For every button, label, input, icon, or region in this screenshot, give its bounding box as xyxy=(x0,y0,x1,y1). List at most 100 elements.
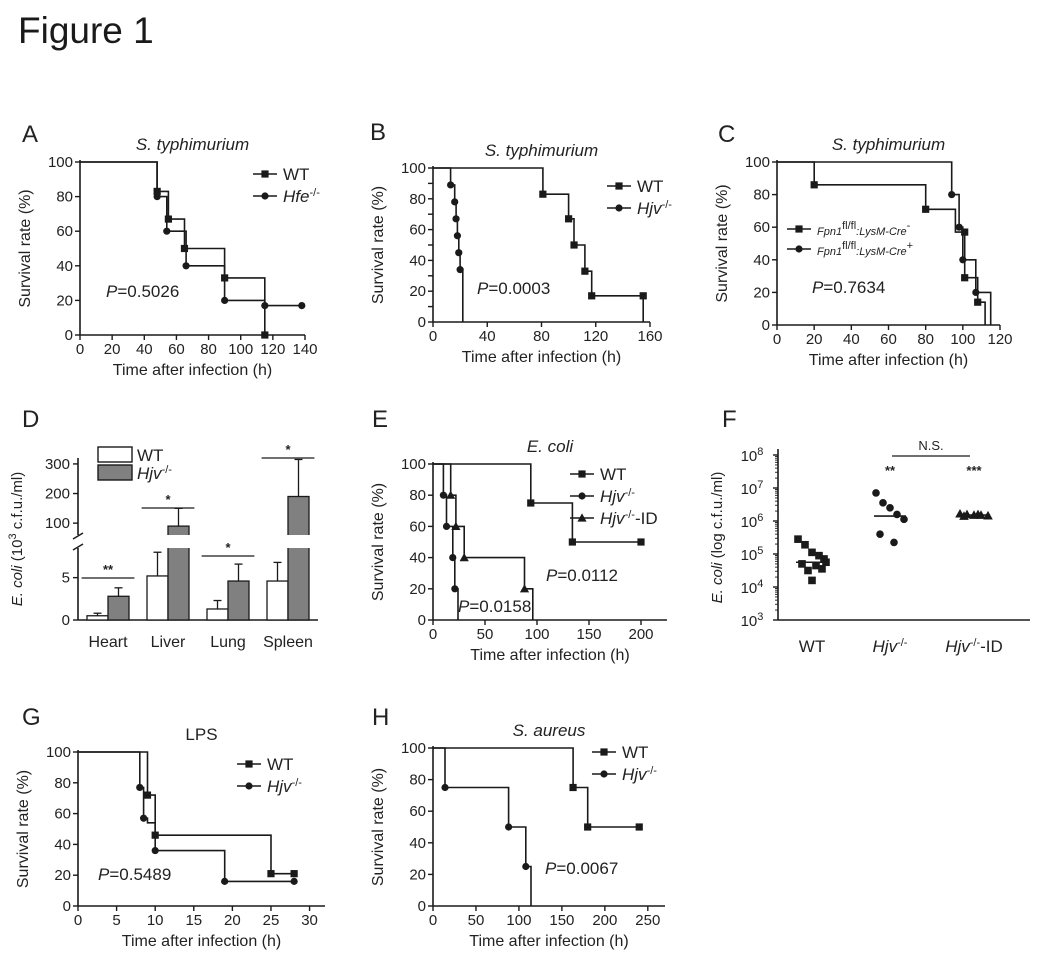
panel-D: D 0 5 100 200 300 E. coli (103 c.f.u./ml) Heart… xyxy=(7,406,318,651)
y-tick-label: 80 xyxy=(753,187,770,204)
x-tick-label: 100 xyxy=(506,912,531,929)
panel-label: B xyxy=(370,119,386,146)
marker-circle xyxy=(451,198,459,206)
marker-square xyxy=(820,555,828,563)
bar xyxy=(86,615,109,621)
x-tick-label: Spleen xyxy=(263,634,313,651)
legend-entry: WT xyxy=(600,465,626,484)
text-span: -/- xyxy=(647,765,658,777)
x-tick-label: 40 xyxy=(843,331,860,348)
text-span: -ID xyxy=(635,509,658,528)
marker-square xyxy=(974,298,982,306)
marker-square xyxy=(812,561,820,570)
text-span: Hjv xyxy=(945,637,971,656)
x-tick-label: 50 xyxy=(477,626,494,643)
y-tick-label: 20 xyxy=(56,292,73,309)
marker-square xyxy=(615,182,623,190)
significance-stars: * xyxy=(285,442,291,457)
text-span: Fpn1 xyxy=(817,226,842,238)
p-value-annotation: P=0.0158 xyxy=(458,597,531,616)
y-tick-label: 20 xyxy=(753,284,770,301)
x-axis-title: Time after infection (h) xyxy=(462,349,621,366)
x-tick-label: 0 xyxy=(429,912,437,929)
x-tick-label: 20 xyxy=(104,341,121,358)
marker-square xyxy=(815,551,823,560)
marker-circle xyxy=(153,193,161,201)
y-tick-label: 40 xyxy=(54,836,71,853)
marker-square xyxy=(290,870,298,878)
x-tick-label: Heart xyxy=(88,634,128,651)
x-axis-title: Time after infection (h) xyxy=(122,933,281,950)
text-span: P xyxy=(477,279,489,298)
text-span: fl/fl xyxy=(842,240,856,252)
y-tick-label: 60 xyxy=(54,806,71,823)
text-span: P xyxy=(458,597,470,616)
y-tick-label: 200 xyxy=(45,486,70,503)
y-tick-label: 108 xyxy=(741,446,764,465)
text-span: P xyxy=(812,278,824,297)
panel-G: G 0 5 10 15 20 25 30 0 20 40 60 80 100 Time after infe… xyxy=(15,704,325,950)
marker-square xyxy=(527,499,535,507)
x-tick-label: 160 xyxy=(637,328,662,345)
legend-entry: WT xyxy=(637,177,663,196)
x-tick-label: 100 xyxy=(228,341,253,358)
text-span: -/- xyxy=(662,199,673,211)
chart-title: S. aureus xyxy=(513,721,586,740)
legend-entry: Hjv-/- xyxy=(600,487,635,506)
y-tick-label: 100 xyxy=(401,456,426,473)
marker-triangle xyxy=(459,553,469,562)
marker-circle xyxy=(890,538,898,547)
x-tick-label: 15 xyxy=(185,912,202,929)
x-tick-label: 100 xyxy=(524,626,549,643)
survival-curve xyxy=(80,161,302,307)
x-tick-label: 200 xyxy=(592,912,617,929)
x-tick-label: 0 xyxy=(74,912,82,929)
y-tick-label: 80 xyxy=(409,487,426,504)
text-span: WT xyxy=(283,165,309,184)
text-span: 7 xyxy=(757,479,763,491)
axis-break-mark xyxy=(72,532,84,540)
y-tick-label: 100 xyxy=(401,740,426,757)
x-tick-label: Hjv-/--ID xyxy=(945,637,1003,656)
marker-square xyxy=(961,228,969,236)
x-tick-label: 0 xyxy=(76,341,84,358)
text-span: P xyxy=(98,865,110,884)
y-tick-label: 0 xyxy=(418,898,426,915)
marker-circle xyxy=(522,862,530,871)
text-span: E. coli xyxy=(709,562,726,604)
bar xyxy=(107,595,130,621)
legend-entry: Hfe-/- xyxy=(283,187,320,206)
text-span: -/- xyxy=(970,637,981,649)
marker-square xyxy=(961,274,969,282)
panel-label: D xyxy=(22,406,39,433)
text-span: -/- xyxy=(292,777,303,789)
p-value-annotation: P=0.7634 xyxy=(812,278,885,297)
text-span: :LysM-Cre xyxy=(856,226,907,238)
marker-square xyxy=(569,783,577,792)
marker-circle xyxy=(615,204,623,212)
marker-triangle xyxy=(519,584,530,593)
marker-square xyxy=(810,181,818,189)
marker-circle xyxy=(290,877,298,885)
text-span: =0.0112 xyxy=(557,566,618,585)
y-tick-label: 60 xyxy=(409,803,426,820)
marker-circle xyxy=(151,846,159,855)
y-tick-label: 300 xyxy=(45,456,70,473)
y-tick-label: 107 xyxy=(741,479,764,498)
marker-circle xyxy=(955,223,963,231)
marker-circle xyxy=(221,296,229,304)
survival-curve xyxy=(433,167,464,322)
marker-circle xyxy=(261,192,269,200)
marker-circle xyxy=(163,227,171,235)
legend-entry: Hjv-/- xyxy=(267,777,302,796)
marker-square xyxy=(808,548,816,557)
x-tick-label: 150 xyxy=(549,912,574,929)
x-tick-label: Hjv-/- xyxy=(873,637,908,656)
marker-square xyxy=(635,823,643,831)
marker-square xyxy=(818,565,826,573)
y-axis-title: Survival rate (%) xyxy=(714,184,731,302)
text-span: =0.5026 xyxy=(117,282,179,301)
panel-label: G xyxy=(22,704,41,731)
panel-B: B 0 40 80 120 160 0 20 40 60 80 100 Time after infec… xyxy=(370,119,672,366)
legend-swatch xyxy=(97,446,133,463)
